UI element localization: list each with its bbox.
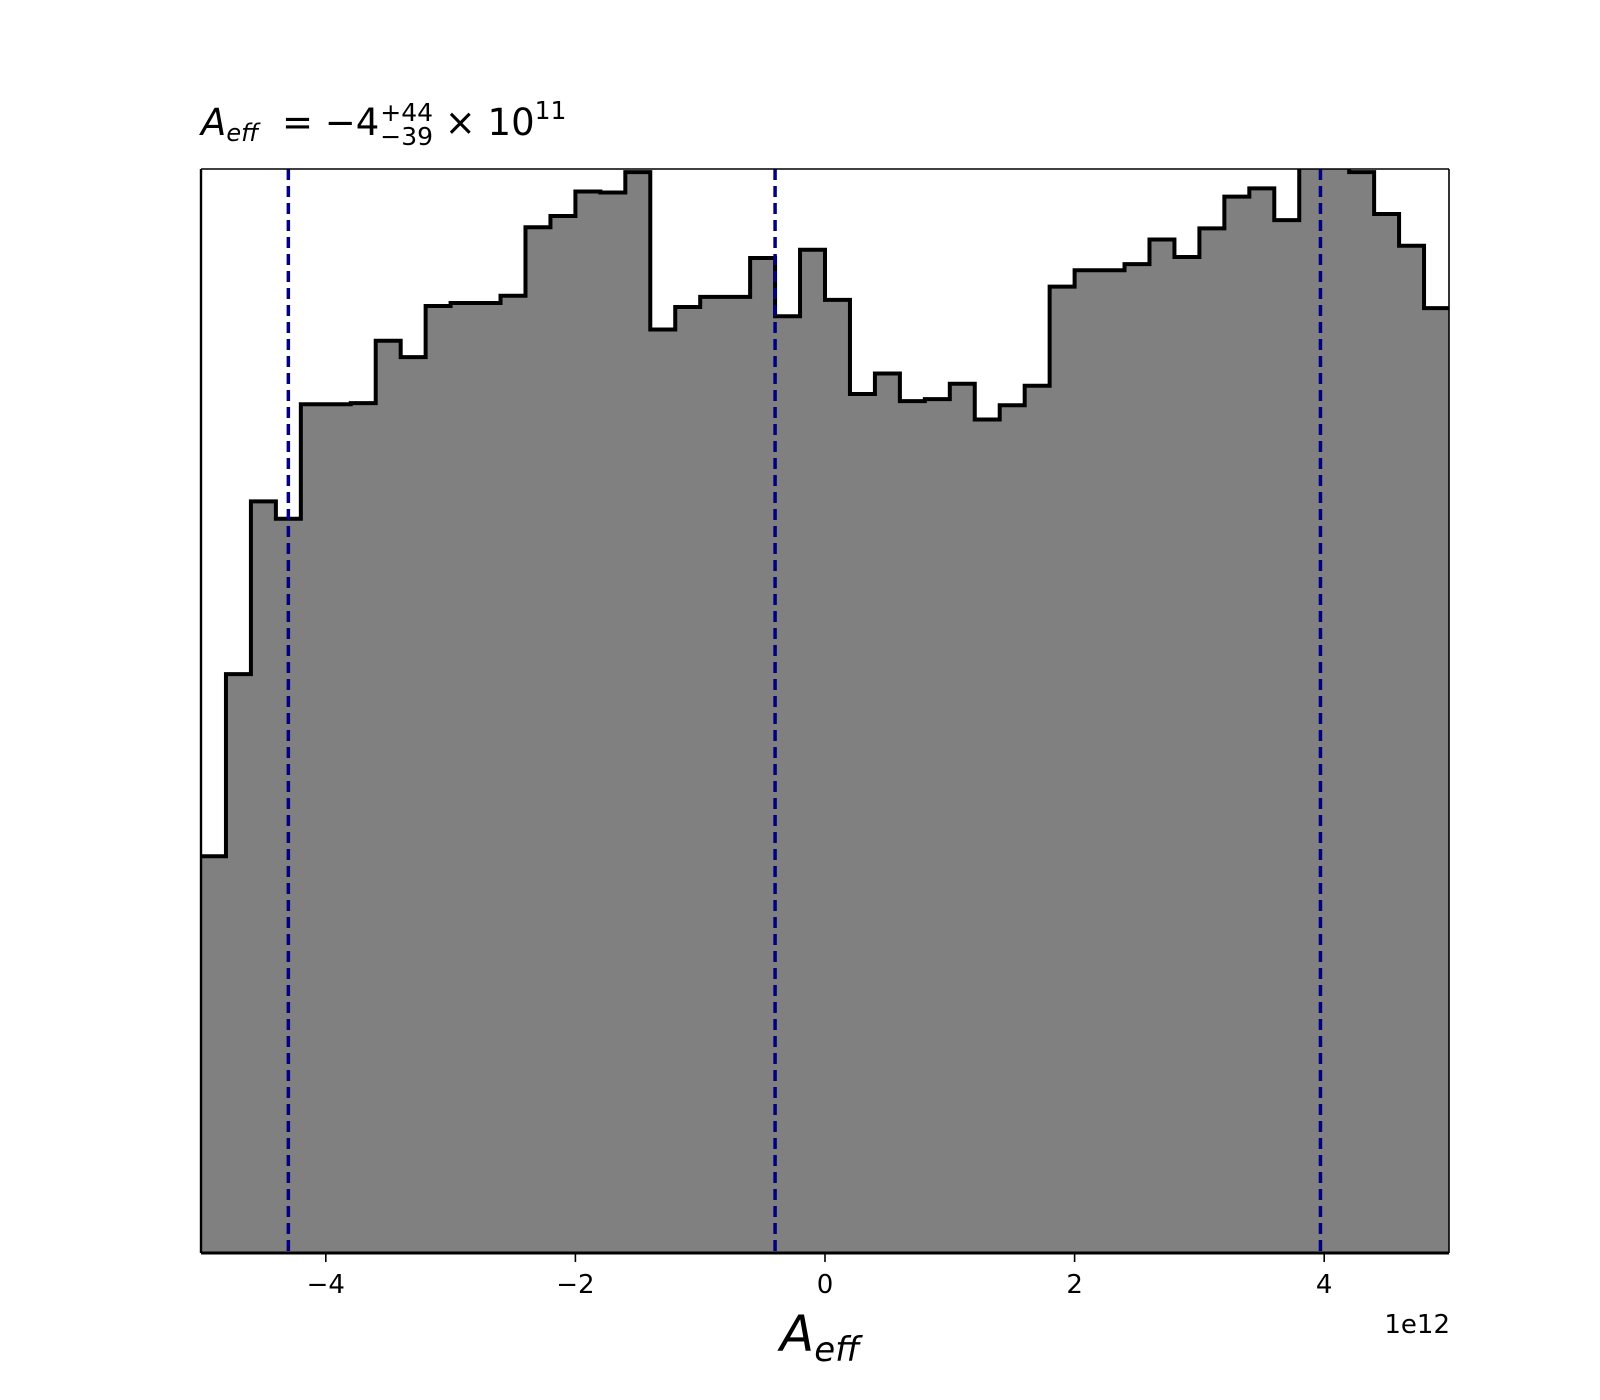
x-axis-label-subscript: eff xyxy=(814,1330,860,1370)
x-offset-label: 1e12 xyxy=(1384,1310,1450,1340)
histogram-bar xyxy=(525,227,552,1253)
histogram-bar xyxy=(949,383,976,1253)
histogram-bar xyxy=(1399,245,1425,1253)
histogram-bar xyxy=(849,393,876,1253)
histogram-bar xyxy=(250,501,277,1253)
histogram-bar xyxy=(675,307,701,1253)
plot-area: −4 −2 0 2 4 xyxy=(199,168,1450,1300)
x-axis-label: Aeff xyxy=(780,1305,860,1370)
histogram-bar xyxy=(575,191,601,1253)
histogram-bar xyxy=(400,357,427,1253)
histogram-bar xyxy=(974,419,1001,1253)
x-tick-label: 0 xyxy=(817,1270,834,1300)
histogram-bar xyxy=(800,249,826,1253)
histogram-bar xyxy=(1074,270,1101,1253)
x-tick-label: 4 xyxy=(1316,1270,1333,1300)
histogram-bar xyxy=(225,674,252,1253)
x-axis-label-symbol: A xyxy=(780,1305,815,1363)
x-tick-label: 2 xyxy=(1066,1270,1083,1300)
histogram-bar xyxy=(1174,256,1200,1253)
histogram-bar xyxy=(1049,286,1076,1253)
histogram-bar xyxy=(1224,196,1250,1253)
histogram-bar xyxy=(201,856,227,1253)
histogram-bar xyxy=(1124,264,1151,1253)
histogram-bar xyxy=(1249,188,1275,1253)
title-minus-error: −39 xyxy=(380,121,434,151)
title-value: −4 xyxy=(324,101,380,144)
title-times: × 10 xyxy=(444,101,535,144)
histogram-bar xyxy=(650,329,676,1253)
histogram-outline xyxy=(201,169,1449,859)
histogram-bar xyxy=(1099,270,1126,1253)
title-exponent: 11 xyxy=(534,96,567,125)
histogram-bar xyxy=(350,403,377,1253)
histogram-bar xyxy=(1324,169,1350,1253)
title-uncertainty: +44 −39 xyxy=(380,97,434,151)
histogram-bar xyxy=(1374,213,1400,1253)
histogram-bar xyxy=(1274,220,1300,1253)
histogram-bar xyxy=(1199,228,1225,1253)
title-equals: = xyxy=(281,101,313,144)
histogram-bar xyxy=(300,404,327,1253)
histogram-bar xyxy=(874,373,901,1253)
histogram-bar xyxy=(550,216,576,1253)
histogram-bar xyxy=(725,296,751,1253)
histogram-bar xyxy=(899,401,926,1253)
histogram-bar xyxy=(999,405,1026,1253)
histogram-bar xyxy=(700,296,726,1253)
histogram-bar xyxy=(825,299,851,1253)
x-tick-label: −4 xyxy=(307,1270,345,1300)
histogram-bar xyxy=(625,172,651,1253)
histogram-bar xyxy=(500,295,527,1253)
histogram-bar xyxy=(475,302,502,1253)
title-symbol-subscript: eff xyxy=(226,119,259,147)
histogram-bar xyxy=(450,302,477,1253)
title-symbol: A xyxy=(201,101,227,144)
histogram-bar xyxy=(375,340,402,1253)
histogram-bar xyxy=(1424,308,1449,1253)
title-plus-error: +44 xyxy=(380,97,434,127)
histogram-bar xyxy=(924,399,951,1253)
histogram-bar xyxy=(425,306,452,1253)
histogram-bar xyxy=(1349,172,1375,1253)
histogram-bar xyxy=(1149,239,1176,1253)
x-tick-label: −2 xyxy=(556,1270,594,1300)
histogram-bar xyxy=(750,257,776,1253)
chart-title: Aeff = −4 +44 −39 × 1011 xyxy=(201,96,566,149)
histogram-bar xyxy=(600,192,626,1253)
histogram-bar xyxy=(775,316,801,1253)
histogram-bar xyxy=(325,404,352,1253)
histogram-bar xyxy=(1024,385,1051,1253)
